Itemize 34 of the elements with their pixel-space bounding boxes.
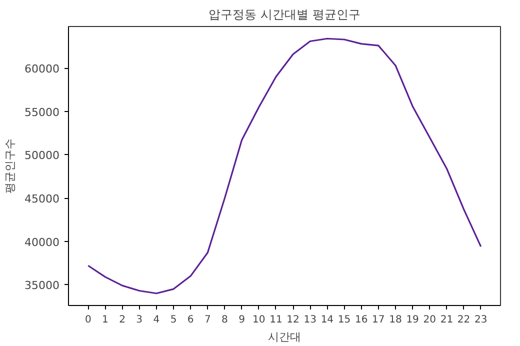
y-tick-label: 50000 (24, 149, 60, 162)
x-tick-label: 2 (119, 314, 126, 326)
x-tick-label: 18 (389, 314, 402, 326)
y-tick-label: 40000 (24, 236, 60, 249)
x-tick-label: 22 (457, 314, 470, 326)
chart-title: 압구정동 시간대별 평균인구 (208, 8, 360, 22)
x-axis-title: 시간대 (268, 330, 301, 344)
x-tick-label: 11 (270, 314, 282, 326)
x-tick-label: 8 (222, 314, 228, 326)
y-tick-label: 55000 (24, 106, 60, 119)
x-tick-label: 10 (252, 314, 266, 326)
x-tick-label: 0 (84, 314, 92, 326)
x-tick-label: 16 (354, 314, 368, 326)
x-tick-label: 1 (102, 314, 108, 326)
x-tick-label: 12 (286, 314, 300, 326)
x-tick-label: 15 (338, 314, 351, 326)
x-tick-label: 13 (304, 314, 316, 326)
line-series (87, 38, 482, 294)
y-tick-label: 60000 (24, 62, 60, 76)
y-tick-label: 35000 (24, 279, 60, 292)
x-tick-label: 4 (153, 314, 160, 326)
y-axis-title: 평균인구수 (4, 138, 17, 194)
x-tick-label: 5 (170, 314, 177, 326)
x-tick-label: 14 (320, 314, 334, 326)
x-tick-label: 20 (423, 314, 436, 326)
x-tick-label: 6 (187, 314, 194, 326)
x-tick-label: 23 (474, 314, 488, 326)
x-tick-label: 17 (372, 314, 385, 326)
x-tick-label: 7 (204, 314, 211, 326)
y-tick-label: 45000 (24, 192, 60, 206)
x-tick-label: 3 (136, 314, 143, 326)
x-tick-label: 19 (406, 314, 419, 326)
x-tick-label: 9 (238, 314, 246, 326)
x-tick-label: 21 (440, 314, 454, 326)
